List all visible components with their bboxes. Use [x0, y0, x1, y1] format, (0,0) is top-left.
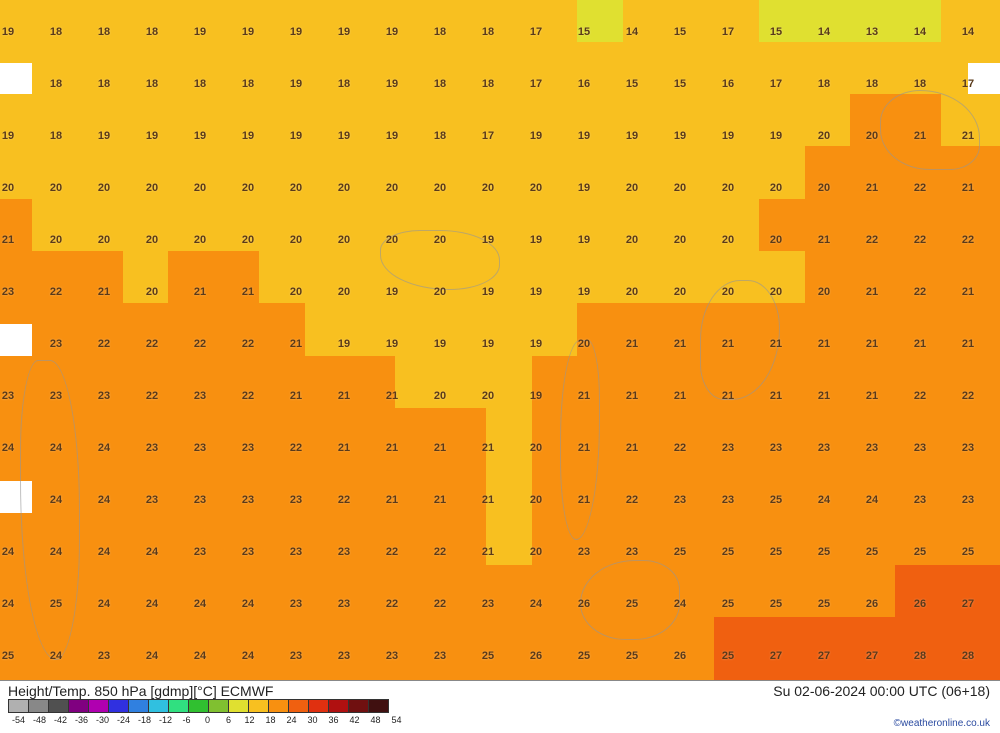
legend-tick: 0	[205, 715, 210, 725]
legend-swatch	[308, 699, 329, 713]
legend-tick: -24	[117, 715, 130, 725]
legend-swatch	[228, 699, 249, 713]
legend-swatch	[28, 699, 49, 713]
legend-swatch	[168, 699, 189, 713]
temperature-map: 1918181819191919191818171514151715141314…	[0, 0, 1000, 680]
legend-tick: 18	[265, 715, 275, 725]
copyright-text: ©weatheronline.co.uk	[894, 718, 990, 729]
legend-tick: 48	[370, 715, 380, 725]
legend-tick: 54	[391, 715, 401, 725]
legend-tick: -30	[96, 715, 109, 725]
legend-swatch	[48, 699, 69, 713]
legend-tick: -36	[75, 715, 88, 725]
legend-tick: -48	[33, 715, 46, 725]
legend-tick: -6	[182, 715, 190, 725]
legend-swatch	[328, 699, 349, 713]
legend-swatch	[248, 699, 269, 713]
chart-title-right: Su 02-06-2024 00:00 UTC (06+18)	[773, 683, 990, 699]
coastline	[580, 560, 680, 640]
legend-swatch	[288, 699, 309, 713]
legend-tick: 24	[286, 715, 296, 725]
legend-tick: -54	[12, 715, 25, 725]
legend-swatch	[148, 699, 169, 713]
legend-tick: 6	[226, 715, 231, 725]
legend-swatch	[88, 699, 109, 713]
legend-tick: 36	[328, 715, 338, 725]
legend-swatch	[68, 699, 89, 713]
color-legend: -54 -48 -42 -36 -30 -24 -18 -12 -6 0 6 12 18 24 30 36 42…	[8, 699, 388, 729]
legend-swatch	[208, 699, 229, 713]
legend-swatch	[348, 699, 369, 713]
legend-tick: 30	[307, 715, 317, 725]
legend-swatch	[128, 699, 149, 713]
legend-swatch	[368, 699, 389, 713]
legend-swatch	[268, 699, 289, 713]
legend-tick: 42	[349, 715, 359, 725]
legend-tick: -12	[159, 715, 172, 725]
legend-swatch	[108, 699, 129, 713]
legend-tick: -18	[138, 715, 151, 725]
legend-tick: 12	[244, 715, 254, 725]
legend-tick: -42	[54, 715, 67, 725]
legend-swatch	[188, 699, 209, 713]
footer-bar: Height/Temp. 850 hPa [gdmp][°C] ECMWF Su…	[0, 680, 1000, 733]
legend-swatch	[8, 699, 29, 713]
chart-title-left: Height/Temp. 850 hPa [gdmp][°C] ECMWF	[8, 683, 273, 699]
